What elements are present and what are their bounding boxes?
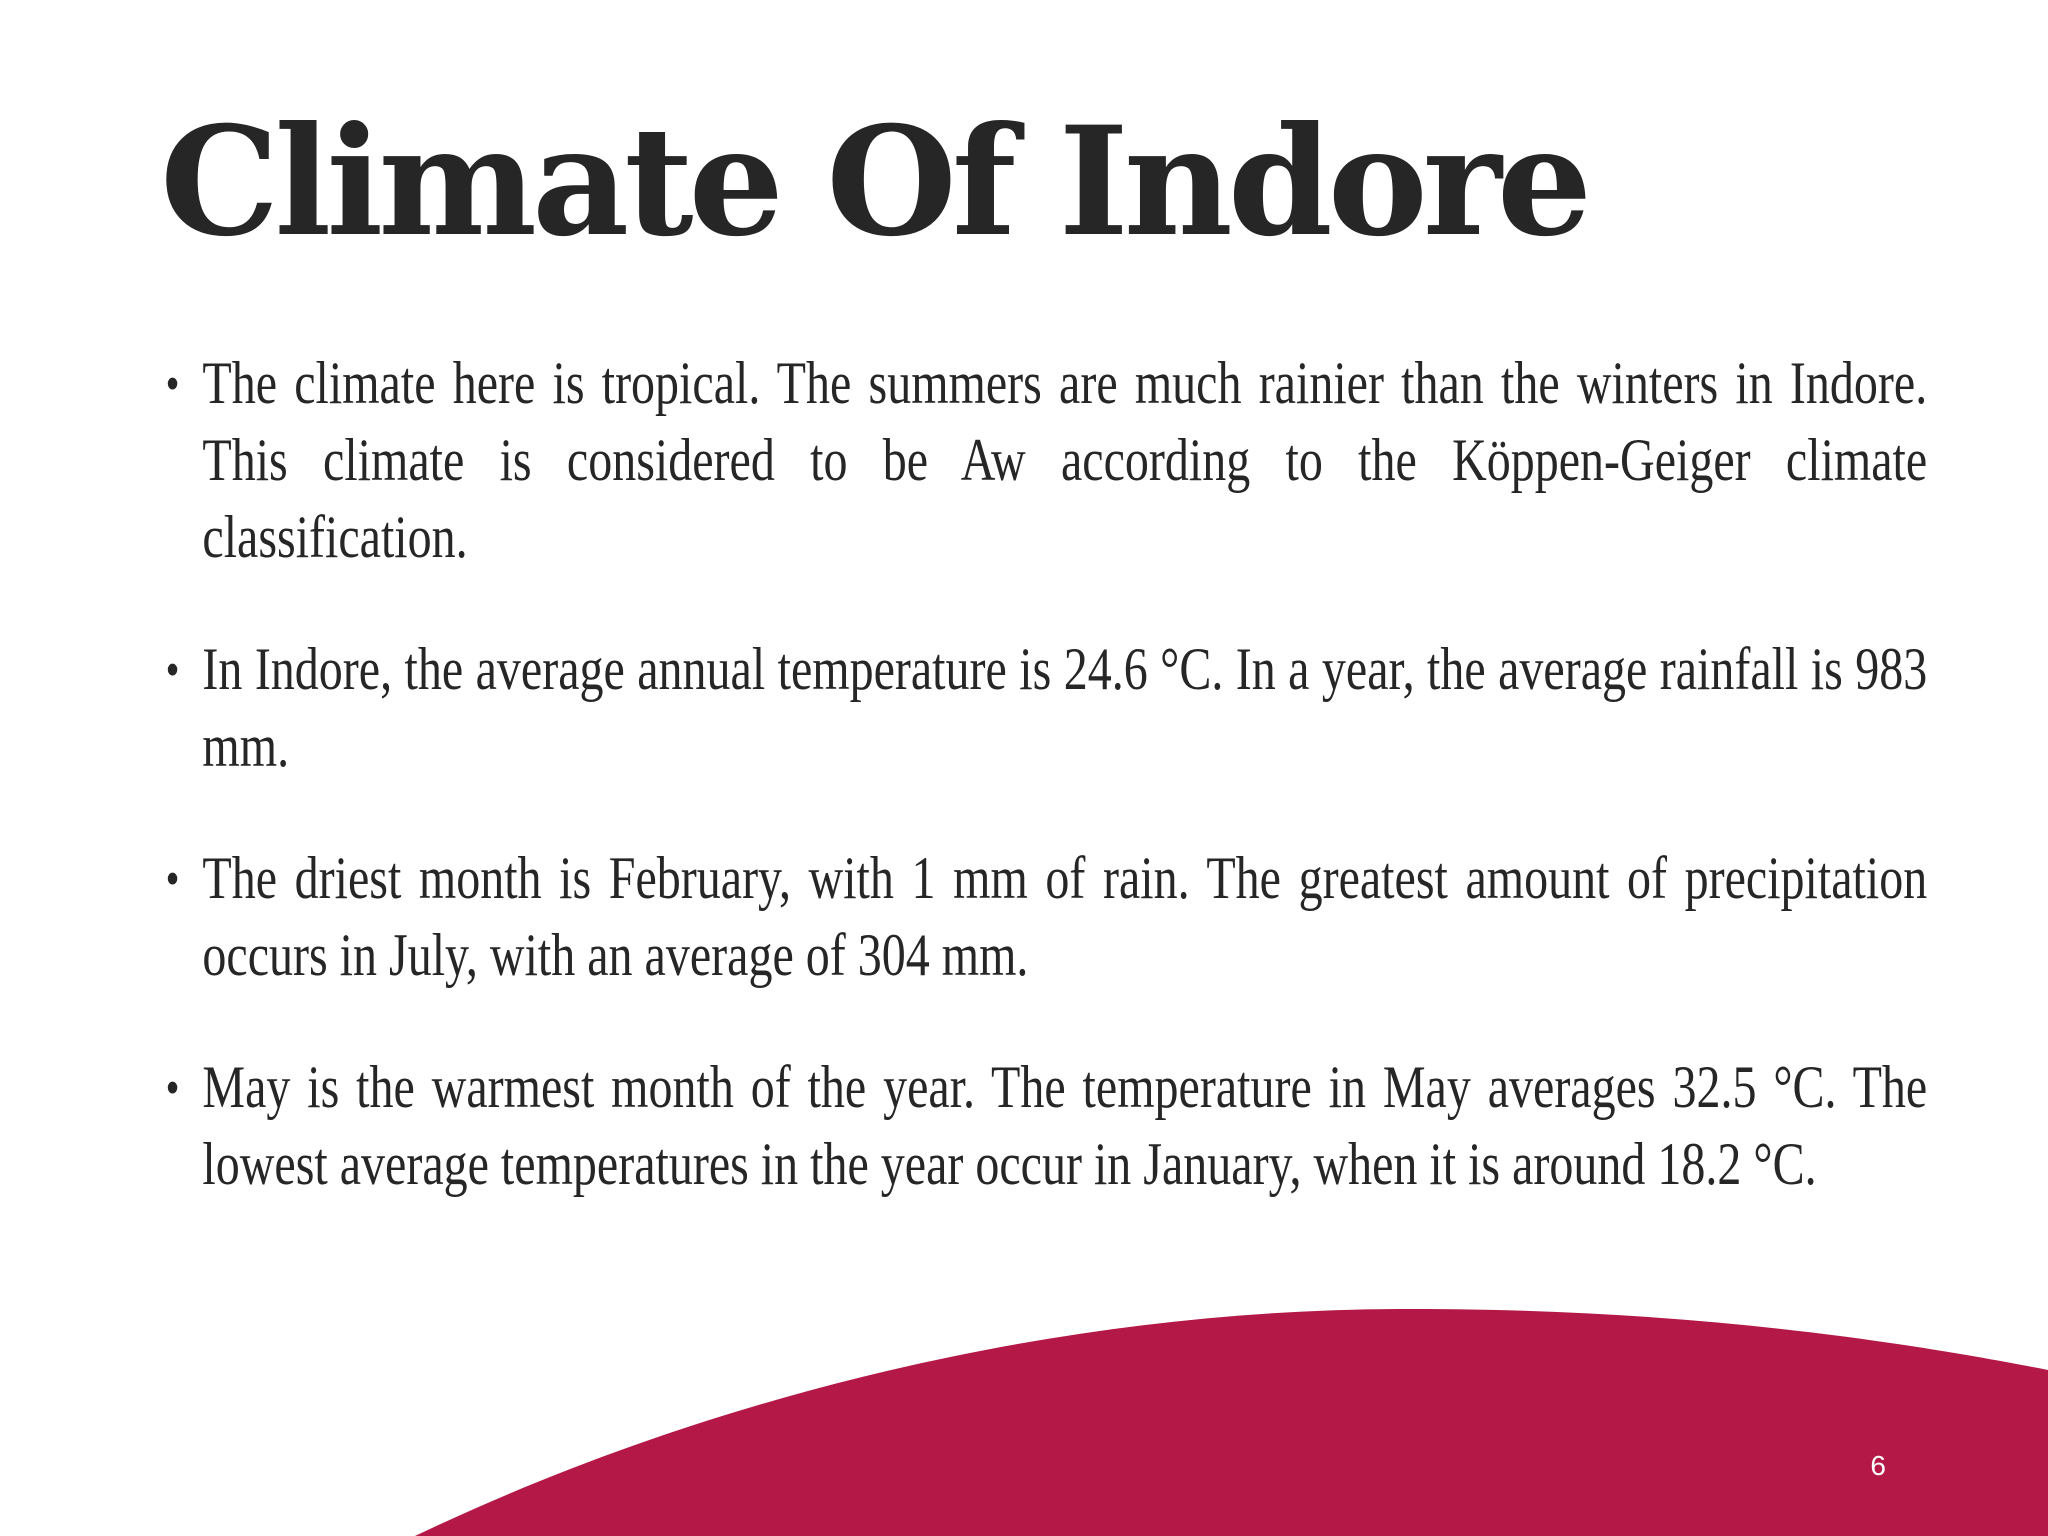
bullet-icon: • bbox=[166, 645, 179, 694]
bullet-text: May is the warmest month of the year. Th… bbox=[202, 1054, 1928, 1197]
slide-number: 6 bbox=[1870, 1450, 1886, 1481]
bullet-list: • The climate here is tropical. The summ… bbox=[160, 345, 1927, 1258]
bullet-item: • May is the warmest month of the year. … bbox=[160, 1049, 1927, 1203]
bullet-icon: • bbox=[166, 359, 179, 408]
slide-title: Climate Of Indore bbox=[160, 94, 1592, 270]
bullet-item: • In Indore, the average annual temperat… bbox=[160, 631, 1927, 785]
wave-shape bbox=[415, 1308, 2048, 1536]
bullet-icon: • bbox=[166, 1063, 179, 1112]
bullet-text: In Indore, the average annual temperatur… bbox=[202, 636, 1928, 779]
bullet-text: The climate here is tropical. The summer… bbox=[202, 350, 1928, 570]
bullet-icon: • bbox=[166, 854, 179, 903]
bullet-item: • The climate here is tropical. The summ… bbox=[160, 345, 1927, 576]
bullet-item: • The driest month is February, with 1 m… bbox=[160, 840, 1927, 994]
bullet-text: The driest month is February, with 1 mm … bbox=[202, 845, 1928, 988]
